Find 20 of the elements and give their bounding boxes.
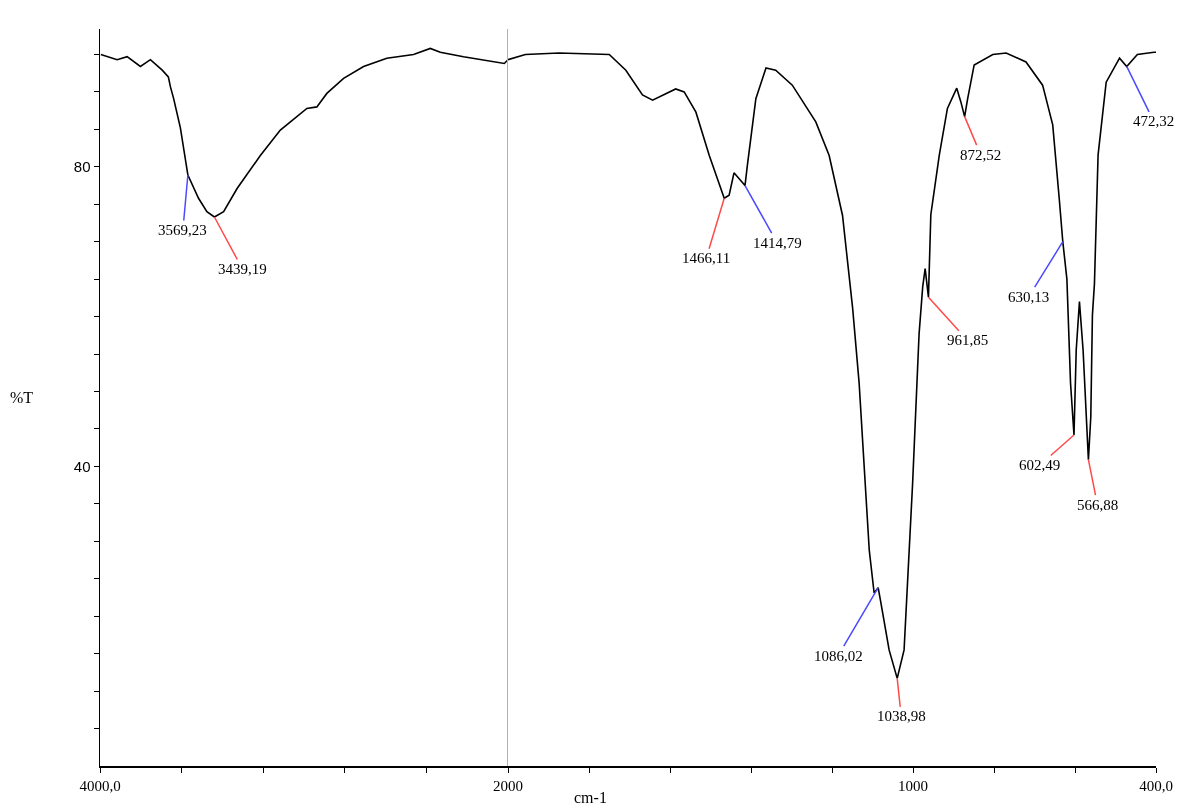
annotation: 1038,98	[877, 708, 926, 724]
y-axis-title: %T	[10, 389, 34, 406]
annotation: 1414,79	[753, 235, 802, 251]
x-tick-label: 2000	[493, 777, 523, 794]
annotation: 602,49	[1019, 457, 1061, 473]
annotation: 3439,19	[218, 261, 267, 277]
x-tick-label: 400,0	[1139, 777, 1173, 794]
y-tick-label: 80	[73, 158, 91, 176]
y-tick-label: 40	[73, 457, 91, 475]
annotation: 1086,02	[814, 648, 863, 664]
annotation: 961,85	[947, 332, 989, 348]
annotation: 472,32	[1133, 113, 1175, 129]
annotation: 630,13	[1008, 289, 1050, 305]
x-tick-label: 4000,0	[79, 777, 121, 794]
annotation: 1466,11	[682, 250, 731, 266]
annotation: 566,88	[1077, 497, 1119, 513]
x-tick-label: 1000	[898, 777, 928, 794]
annotation: 872,52	[960, 147, 1002, 163]
x-axis-title: cm-1	[574, 789, 607, 806]
annotation: 3569,23	[158, 222, 207, 238]
